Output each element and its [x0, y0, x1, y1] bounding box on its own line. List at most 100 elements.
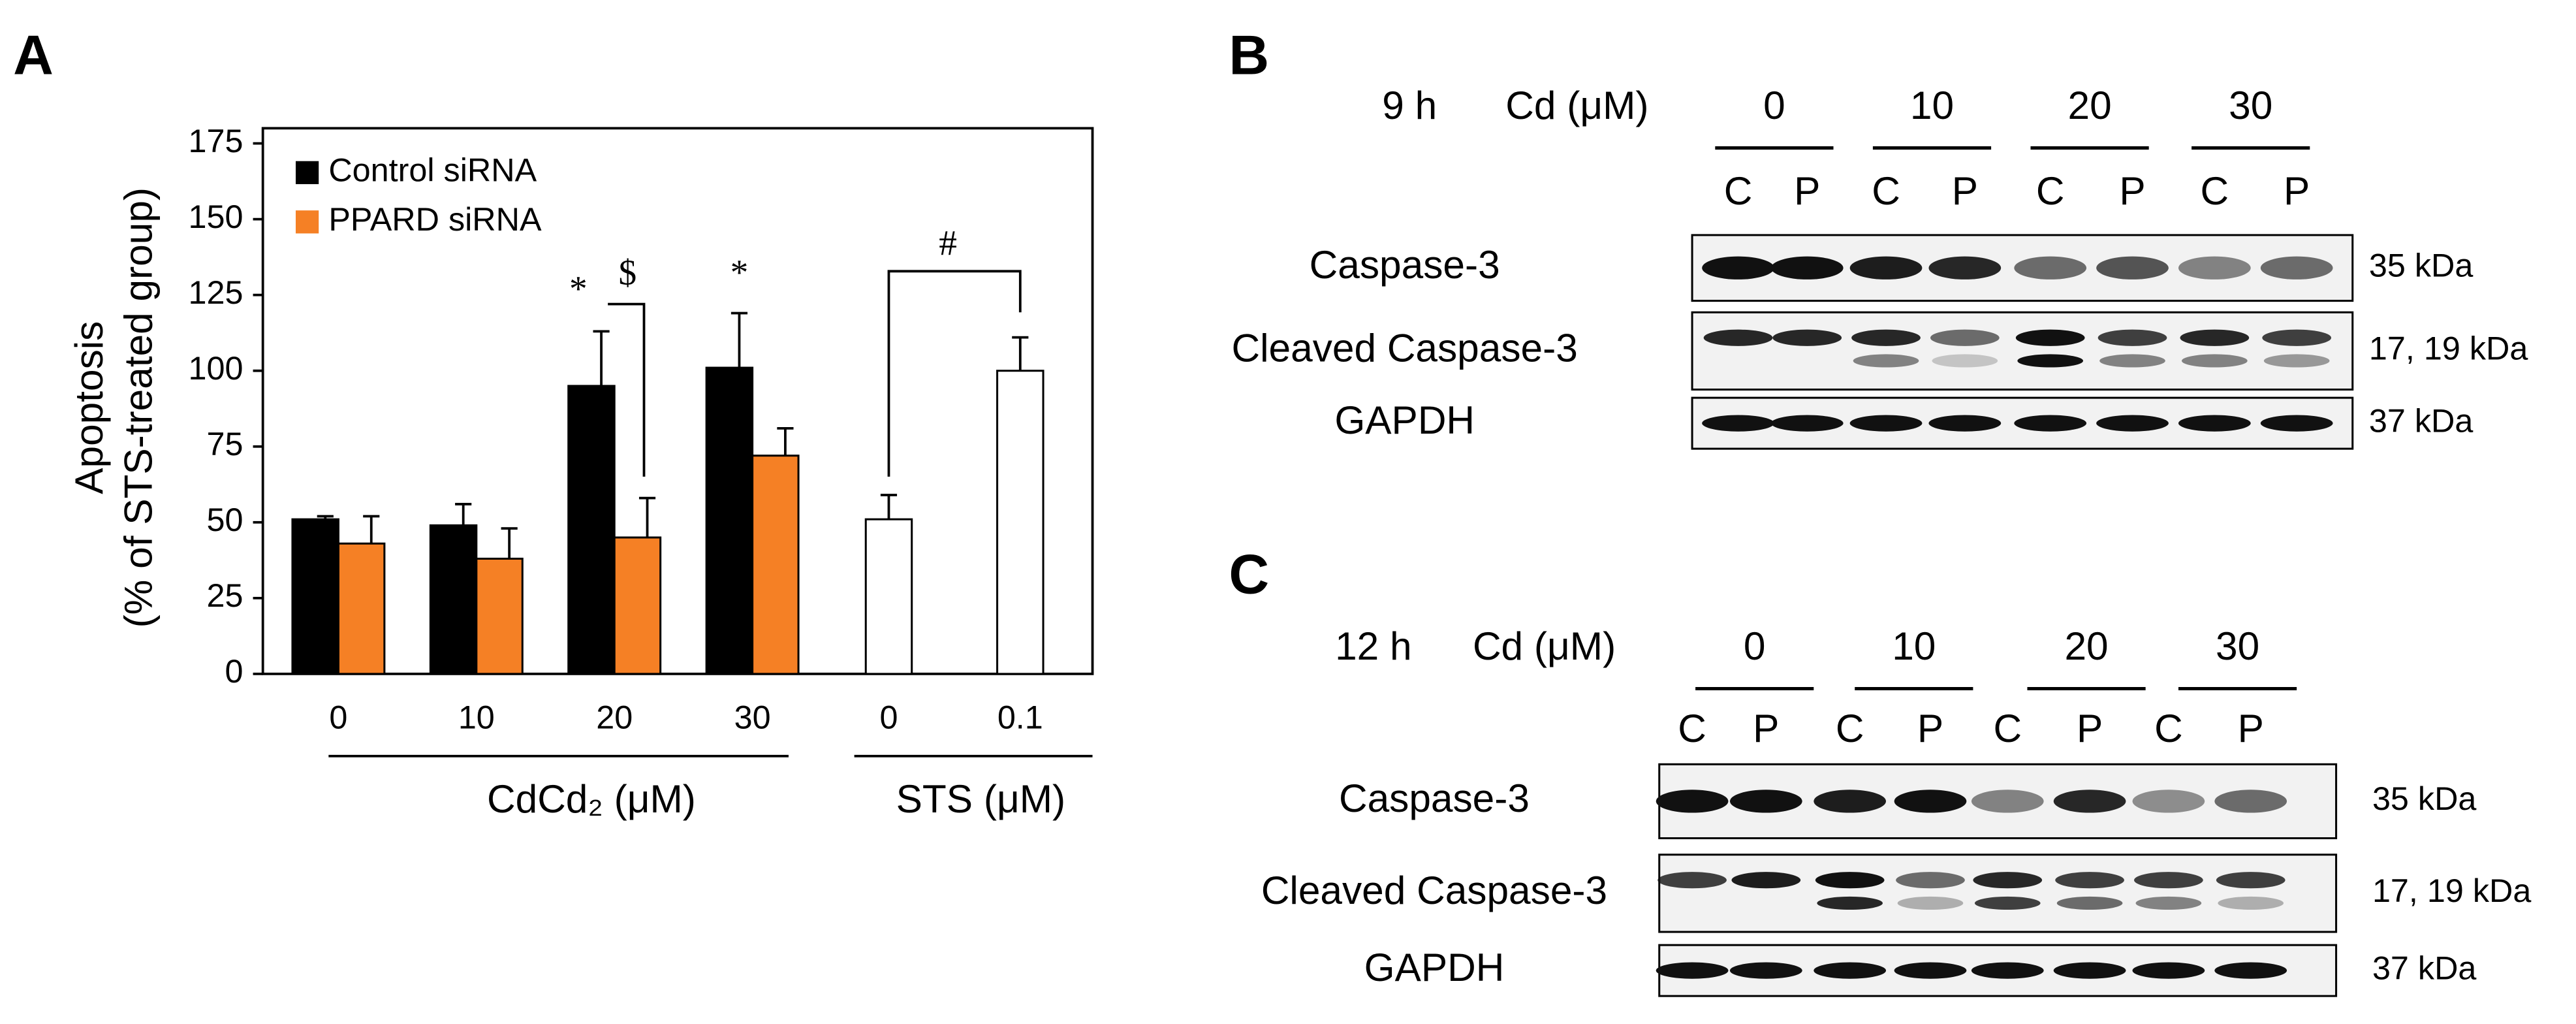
- panel-label: A: [13, 24, 54, 86]
- kda-label: 37 kDa: [2369, 402, 2473, 439]
- lane-label: P: [2284, 168, 2310, 213]
- band: [1657, 872, 1727, 889]
- group-label: CdCd₂ (μM): [487, 776, 696, 821]
- band: [2096, 256, 2169, 280]
- row-label: GAPDH: [1334, 398, 1475, 442]
- band: [1932, 354, 1998, 368]
- dose: 0: [1744, 624, 1766, 668]
- band: [1897, 896, 1964, 910]
- band: [1729, 962, 1802, 979]
- bar: [751, 455, 800, 675]
- band: [2053, 790, 2126, 813]
- x-tick-label: 0.1: [997, 699, 1043, 736]
- lane-label: C: [2154, 706, 2183, 750]
- band: [2216, 872, 2285, 889]
- band: [2055, 872, 2124, 889]
- row-label: Cleaved Caspase-3: [1261, 868, 1607, 912]
- lane-label: P: [2119, 168, 2145, 213]
- bar: [613, 536, 662, 675]
- kda-label: 37 kDa: [2372, 949, 2476, 986]
- y-tick-label: 100: [188, 349, 243, 387]
- error-bar: [880, 494, 898, 520]
- band: [2182, 354, 2248, 368]
- band: [1851, 329, 1921, 346]
- lane-label: C: [1836, 706, 1864, 750]
- lane-label: C: [1993, 706, 2022, 750]
- row-label: GAPDH: [1364, 945, 1505, 989]
- plot-frame: [261, 127, 1094, 675]
- band: [1815, 872, 1885, 889]
- bar: [337, 542, 386, 675]
- band: [1814, 790, 1887, 813]
- kda-label: 17, 19 kDa: [2369, 330, 2528, 367]
- band: [2135, 896, 2202, 910]
- error-bar: [593, 330, 610, 386]
- x-tick-label: 20: [596, 699, 633, 736]
- annotation: *: [569, 269, 588, 309]
- lane-label: C: [2036, 168, 2065, 213]
- band: [2214, 790, 2287, 813]
- annotation: *: [730, 253, 749, 293]
- band: [2260, 415, 2333, 432]
- bar: [996, 370, 1045, 675]
- time-label: 12 h: [1335, 624, 1412, 668]
- band: [2134, 872, 2203, 889]
- band: [1656, 962, 1729, 979]
- lane-label: P: [1753, 706, 1779, 750]
- band: [1849, 415, 1923, 432]
- y-tick-label: 25: [206, 577, 243, 614]
- lane-label: C: [2201, 168, 2229, 213]
- band: [2096, 415, 2169, 432]
- blot-box: [1691, 311, 2354, 391]
- band: [2260, 256, 2333, 280]
- band: [2262, 329, 2332, 346]
- band: [1928, 256, 2002, 280]
- error-bar: [777, 427, 794, 456]
- legend-swatch: [295, 210, 319, 234]
- dose-label: Cd (μM): [1505, 83, 1648, 127]
- lane-label: P: [1952, 168, 1978, 213]
- lane-label: C: [1872, 168, 1900, 213]
- lane-label: C: [1724, 168, 1753, 213]
- band: [2214, 962, 2287, 979]
- band: [2053, 962, 2126, 979]
- y-tick-label: 50: [206, 501, 243, 538]
- band: [2097, 329, 2167, 346]
- lane-label: P: [2238, 706, 2264, 750]
- error-bar: [730, 312, 748, 368]
- band: [1971, 962, 2044, 979]
- error-bar: [455, 503, 472, 526]
- band: [1973, 872, 2043, 889]
- band: [1849, 256, 1923, 280]
- legend-swatch: [295, 161, 319, 184]
- group-label: STS (μM): [896, 776, 1065, 821]
- row-label: Caspase-3: [1310, 242, 1500, 287]
- blot-box: [1658, 854, 2338, 933]
- band: [2014, 415, 2087, 432]
- band: [1729, 790, 1802, 813]
- error-bar: [638, 496, 656, 538]
- lane-label: C: [1678, 706, 1706, 750]
- dose: 20: [2064, 624, 2108, 668]
- band: [1894, 962, 1967, 979]
- band: [1896, 872, 1965, 889]
- panel-label: B: [1229, 24, 1269, 86]
- bar: [429, 524, 478, 675]
- band: [2263, 354, 2330, 368]
- band: [2178, 415, 2251, 432]
- band: [1770, 256, 1844, 280]
- band: [1702, 256, 1774, 280]
- bracket: [887, 270, 1022, 477]
- error-bar: [1012, 336, 1029, 371]
- kda-label: 17, 19 kDa: [2372, 872, 2531, 909]
- y-tick-label: 75: [206, 425, 243, 462]
- bar: [567, 385, 616, 675]
- legend-label: Control siRNA: [328, 152, 537, 189]
- band: [2218, 896, 2284, 910]
- row-label: Cleaved Caspase-3: [1232, 325, 1578, 370]
- x-tick-label: 0: [329, 699, 347, 736]
- annotation: $: [618, 253, 636, 293]
- time-label: 9 h: [1382, 83, 1437, 127]
- y-tick-label: 175: [188, 122, 243, 159]
- x-tick-label: 0: [879, 699, 898, 736]
